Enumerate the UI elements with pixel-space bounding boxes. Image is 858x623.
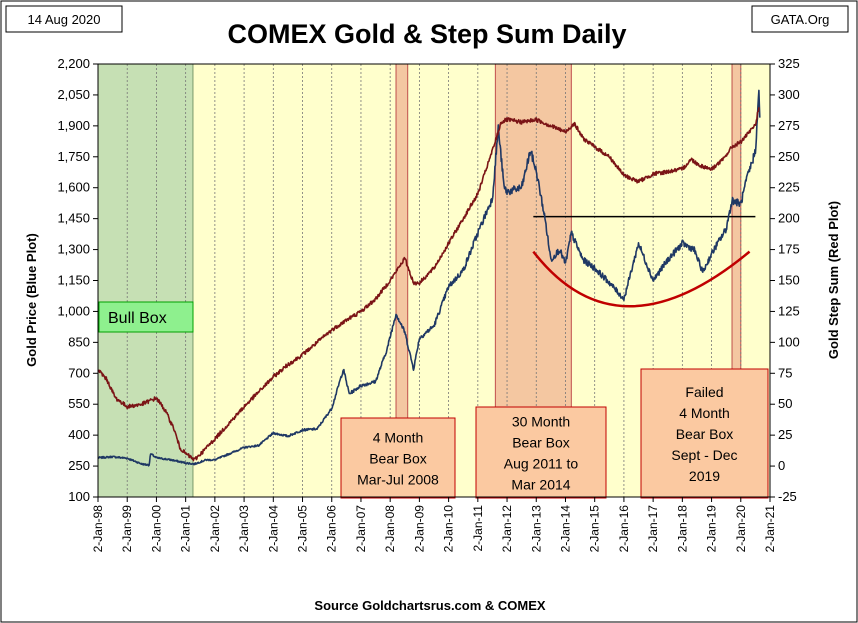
y-right-tick-label: 25 [778,427,792,442]
x-tick-label: 2-Jan-15 [588,505,602,553]
y-left-tick-label: 100 [68,489,90,504]
y-left-tick-label: 850 [68,334,90,349]
y-right-tick-label: 275 [778,118,800,133]
reference-lines [532,215,756,308]
x-tick-label: 2-Jan-11 [471,505,485,552]
x-tick-label: 2-Jan-99 [120,505,134,553]
y-left-tick-label: 1,750 [57,149,90,164]
bowl-curve [532,250,751,308]
y-left-tick-label: 1,900 [57,118,90,133]
y-axis-right-label: Gold Step Sum (Red Plot) [826,201,841,359]
x-tick-label: 2-Jan-16 [617,505,631,553]
y-left-tick-label: 250 [68,458,90,473]
x-tick-label: 2-Jan-17 [646,505,660,553]
y-right-tick-label: 325 [778,56,800,71]
annotation-text: 2019 [689,468,720,484]
x-tick-label: 2-Jan-07 [354,505,368,553]
y-axis-left-label: Gold Price (Blue Plot) [24,233,39,367]
y-left-tick-label: 1,450 [57,211,90,226]
step-sum-line [97,107,760,462]
y-right-tick-label: 50 [778,396,792,411]
annotation-text: Bear Box [512,435,570,451]
annotation-text: Aug 2011 to [504,456,579,472]
x-tick-label: 2-Jan-98 [91,505,105,553]
x-tick-label: 2-Jan-03 [237,505,251,553]
x-tick-label: 2-Jan-14 [558,505,572,553]
y-left-tick-label: 2,200 [57,56,90,71]
y-left-tick-label: 1,300 [57,242,90,257]
annotation-boxes: Bull Box 4 Month Bear Box Mar-Jul 2008 30 Mo… [98,301,769,499]
annotation-text: Mar-Jul 2008 [357,472,439,488]
axes: 1002504005507008501,0001,1501,3001,4501,… [57,56,799,552]
y-left-tick-label: 2,050 [57,87,90,102]
x-tick-label: 2-Jan-20 [734,505,748,553]
annotation-text: Mar 2014 [511,477,570,493]
y-right-tick-label: 75 [778,365,792,380]
x-tick-label: 2-Jan-04 [266,505,280,553]
series-lines [97,89,761,467]
x-tick-label: 2-Jan-18 [675,505,689,553]
brand-label: GATA.Org [771,12,830,27]
x-tick-label: 2-Jan-13 [529,505,543,553]
chart-title: COMEX Gold & Step Sum Daily [227,19,626,49]
y-right-tick-label: 225 [778,180,800,195]
annotation-box-0 [98,301,194,333]
x-tick-label: 2-Jan-19 [705,505,719,553]
annotation-text: 30 Month [512,414,570,430]
date-label: 14 Aug 2020 [27,12,100,27]
x-tick-label: 2-Jan-00 [149,505,163,553]
x-tick-label: 2-Jan-12 [500,505,514,553]
annotation-text: Bear Box [676,426,734,442]
y-left-tick-label: 550 [68,396,90,411]
zone-box-bull-0 [97,63,194,498]
y-right-tick-label: 125 [778,303,800,318]
annotation-text: 4 Month [679,405,730,421]
x-tick-label: 2-Jan-05 [296,505,310,553]
y-right-tick-label: 150 [778,273,800,288]
x-tick-label: 2-Jan-08 [383,505,397,553]
y-left-tick-label: 1,600 [57,180,90,195]
source-label: Source Goldchartsrus.com & COMEX [314,598,545,613]
x-tick-label: 2-Jan-06 [325,505,339,553]
annotation-text: Bear Box [369,451,427,467]
annotation-text: 4 Month [373,430,424,446]
x-tick-label: 2-Jan-21 [763,505,777,553]
annotation-text: Sept - Dec [671,447,737,463]
annotation-box-3 [640,368,769,499]
x-tick-label: 2-Jan-01 [179,505,193,553]
y-right-tick-label: -25 [778,489,797,504]
gold-price-line [97,89,761,467]
annotation-text: Bull Box [108,310,167,327]
x-tick-label: 2-Jan-09 [412,505,426,553]
annotation-text: Failed [685,384,723,400]
y-left-tick-label: 700 [68,365,90,380]
x-tick-label: 2-Jan-10 [442,505,456,553]
y-left-tick-label: 400 [68,427,90,442]
y-right-tick-label: 250 [778,149,800,164]
date-label-box [5,5,123,33]
y-right-tick-label: 175 [778,242,800,257]
y-right-tick-label: 0 [778,458,785,473]
annotation-box-1 [340,417,456,499]
y-right-tick-label: 300 [778,87,800,102]
y-left-tick-label: 1,150 [57,273,90,288]
x-tick-label: 2-Jan-02 [208,505,222,553]
y-left-tick-label: 1,000 [57,303,90,318]
annotation-box-2 [475,406,607,499]
y-right-tick-label: 200 [778,211,800,226]
y-right-tick-label: 100 [778,334,800,349]
brand-box [751,5,849,33]
